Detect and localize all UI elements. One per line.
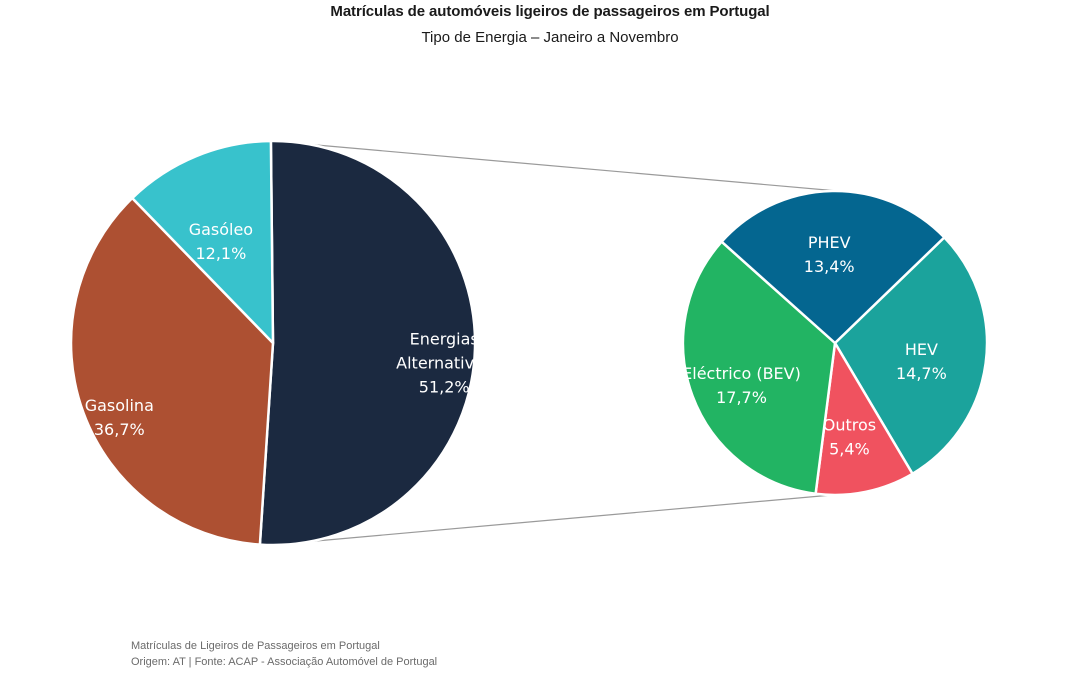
slice-label-line: 14,7% <box>896 364 947 383</box>
slice-label-electrico-bev: Eléctrico (BEV) 17,7% <box>682 364 801 407</box>
slice-label-line: Energias <box>410 329 479 348</box>
chart-title: Matrículas de automóveis ligeiros de pas… <box>330 3 770 20</box>
slice-label-line: 36,7% <box>94 420 145 439</box>
main-pie: Energias Alternativas 51,2%Gasolina 36,7%Ga… <box>69 139 492 547</box>
slice-label-line: 13,4% <box>804 257 855 276</box>
slice-gasolina <box>69 196 275 546</box>
slice-label-line: 51,2% <box>419 377 470 396</box>
slice-energias-alternativas <box>258 139 477 547</box>
detail-pie: HEV 14,7% Outros 5,4% Eléctrico (BEV) 17,7% PH… <box>681 189 989 497</box>
slice-label-hev: HEV 14,7% <box>896 340 947 383</box>
slice-label-line: 12,1% <box>195 244 246 263</box>
connector-lines <box>270 140 839 546</box>
slice-outros <box>814 341 914 497</box>
connector-bottom <box>270 494 833 546</box>
slice-label-line: PHEV <box>808 233 851 252</box>
slice-label-line: 5,4% <box>829 439 870 458</box>
slice-hev <box>833 236 989 476</box>
slice-label-line: Gasóleo <box>189 220 253 239</box>
slice-label-outros: Outros 5,4% <box>823 415 876 458</box>
slice-label-line: 17,7% <box>716 388 767 407</box>
connector-top <box>270 140 839 192</box>
footer-source-origin: Origem: AT | Fonte: ACAP - Associação Au… <box>131 656 438 668</box>
slice-phev <box>720 189 946 345</box>
slice-electrico-bev <box>681 240 837 496</box>
footer-source-title: Matrículas de Ligeiros de Passageiros em… <box>131 640 380 652</box>
slice-label-line: Eléctrico (BEV) <box>682 364 801 383</box>
slice-label-line: Gasolina <box>85 396 154 415</box>
slice-label-line: Outros <box>823 415 876 434</box>
slice-label-phev: PHEV 13,4% <box>804 233 855 276</box>
slice-label-energias-alternativas: Energias Alternativas 51,2% <box>396 329 492 396</box>
slice-label-gasolina: Gasolina 36,7% <box>85 396 154 439</box>
chart-subtitle: Tipo de Energia – Janeiro a Novembro <box>421 29 679 46</box>
slice-label-line: HEV <box>905 340 938 359</box>
slice-gasoleo <box>131 139 275 345</box>
slice-label-gasoleo: Gasóleo 12,1% <box>189 220 253 263</box>
slice-label-line: Alternativas <box>396 353 492 372</box>
